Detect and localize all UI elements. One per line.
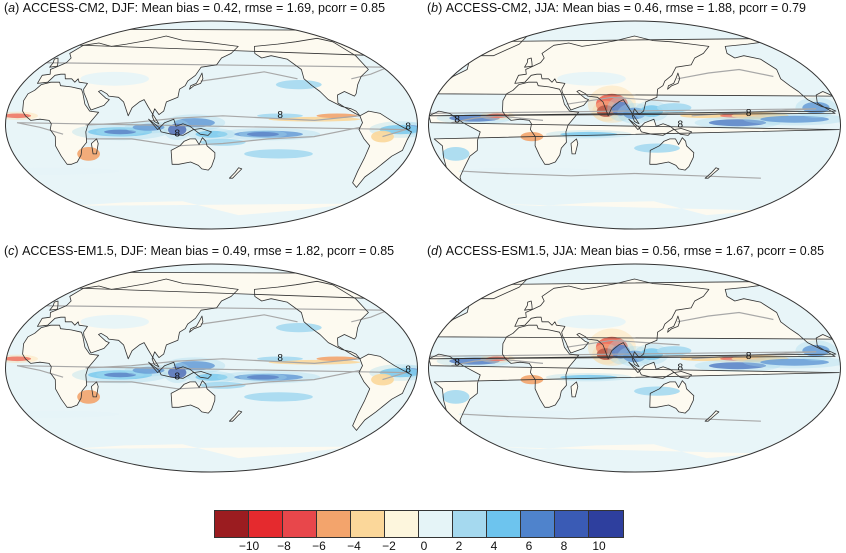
colorbar-swatch — [317, 511, 351, 537]
bias-anomaly-patch — [442, 390, 469, 404]
colorbar-tick-label: 10 — [592, 539, 605, 553]
bias-anomaly-patch — [557, 315, 626, 329]
contour-label: 8 — [277, 353, 283, 364]
bias-map: 8 8 8 — [423, 18, 846, 232]
bias-anomaly-halo — [546, 130, 632, 138]
colorbar-tick-label: −2 — [382, 539, 396, 553]
colorbar-tick-label: 2 — [456, 539, 463, 553]
colorbar-tick-label: 8 — [561, 539, 568, 553]
panel-title: (a) ACCESS-CM2, DJF: Mean bias = 0.42, r… — [4, 1, 385, 15]
bias-map: 8 8 8 — [423, 261, 846, 475]
bias-anomaly-patch — [244, 149, 313, 158]
contour-label: 8 — [454, 358, 460, 369]
panel-title-text: ACCESS-ESM1.5, JJA: Mean bias = 0.56, rm… — [446, 244, 824, 258]
bias-map: 8 8 8 — [0, 261, 423, 475]
bias-anomaly-patch — [80, 72, 149, 86]
contour-label: 8 — [746, 351, 752, 362]
colorbar-swatch — [555, 511, 589, 537]
bias-anomaly-patch — [244, 392, 313, 401]
contour-label: 8 — [405, 365, 411, 376]
panel-d: (d) ACCESS-ESM1.5, JJA: Mean bias = 0.56… — [423, 243, 846, 478]
bias-anomaly-patch — [317, 114, 358, 119]
bias-anomaly-halo — [546, 373, 632, 381]
colorbar-swatch — [351, 511, 385, 537]
colorbar-tick-label: −10 — [239, 539, 259, 553]
panel-title-text: ACCESS-CM2, JJA: Mean bias = 0.46, rmse … — [446, 1, 806, 15]
bias-anomaly-patch — [317, 357, 358, 362]
colorbar-swatch — [453, 511, 487, 537]
contour-label: 8 — [175, 372, 181, 383]
colorbar-swatch — [215, 511, 249, 537]
bias-anomaly-patch — [634, 144, 680, 153]
contour-label: 8 — [746, 108, 752, 119]
bias-map: 8 8 8 — [0, 18, 423, 232]
contour-label: 8 — [405, 122, 411, 133]
colorbar-swatch — [385, 511, 419, 537]
colorbar-tick-label: −8 — [277, 539, 291, 553]
colorbar: −10 −8 −6 −4 −2 0 2 4 6 8 10 — [214, 510, 634, 550]
colorbar-tick-label: 4 — [491, 539, 498, 553]
bias-anomaly-halo — [795, 340, 836, 361]
contour-label: 8 — [277, 110, 283, 121]
contour-label: 8 — [678, 119, 684, 130]
bias-anomaly-halo — [239, 130, 287, 138]
bias-anomaly-patch — [634, 387, 680, 396]
panel-title-text: ACCESS-CM2, DJF: Mean bias = 0.42, rmse … — [23, 1, 385, 15]
panel-title-text: ACCESS-EM1.5, DJF: Mean bias = 0.49, rms… — [22, 244, 394, 258]
bias-anomaly-patch — [557, 72, 626, 86]
colorbar-tick-label: 6 — [526, 539, 533, 553]
map-content: 8 8 8 — [429, 264, 846, 472]
panel-title: (c) ACCESS-EM1.5, DJF: Mean bias = 0.49,… — [4, 244, 394, 258]
panel-a: (a) ACCESS-CM2, DJF: Mean bias = 0.42, r… — [0, 0, 423, 235]
panel-title: (b) ACCESS-CM2, JJA: Mean bias = 0.46, r… — [427, 1, 806, 15]
map-content: 8 8 8 — [429, 21, 846, 229]
bias-anomaly-patch — [442, 147, 469, 161]
colorbar-swatch — [589, 511, 623, 537]
colorbar-tick-label: −4 — [347, 539, 361, 553]
contour-label: 8 — [678, 362, 684, 373]
colorbar-swatch — [521, 511, 555, 537]
colorbar-swatches — [214, 510, 624, 538]
colorbar-swatch — [419, 511, 453, 537]
panel-c: (c) ACCESS-EM1.5, DJF: Mean bias = 0.49,… — [0, 243, 423, 478]
colorbar-swatch — [283, 511, 317, 537]
bias-anomaly-halo — [239, 373, 287, 381]
panel-b: (b) ACCESS-CM2, JJA: Mean bias = 0.46, r… — [423, 0, 846, 235]
panel-title: (d) ACCESS-ESM1.5, JJA: Mean bias = 0.56… — [427, 244, 824, 258]
colorbar-swatch — [249, 511, 283, 537]
colorbar-tick-label: 0 — [421, 539, 428, 553]
contour-label: 8 — [175, 129, 181, 140]
contour-label: 8 — [454, 115, 460, 126]
bias-anomaly-patch — [80, 315, 149, 329]
colorbar-swatch — [487, 511, 521, 537]
bias-anomaly-halo — [795, 97, 836, 118]
colorbar-tick-label: −6 — [312, 539, 326, 553]
colorbar-ticks: −10 −8 −6 −4 −2 0 2 4 6 8 10 — [214, 539, 634, 553]
